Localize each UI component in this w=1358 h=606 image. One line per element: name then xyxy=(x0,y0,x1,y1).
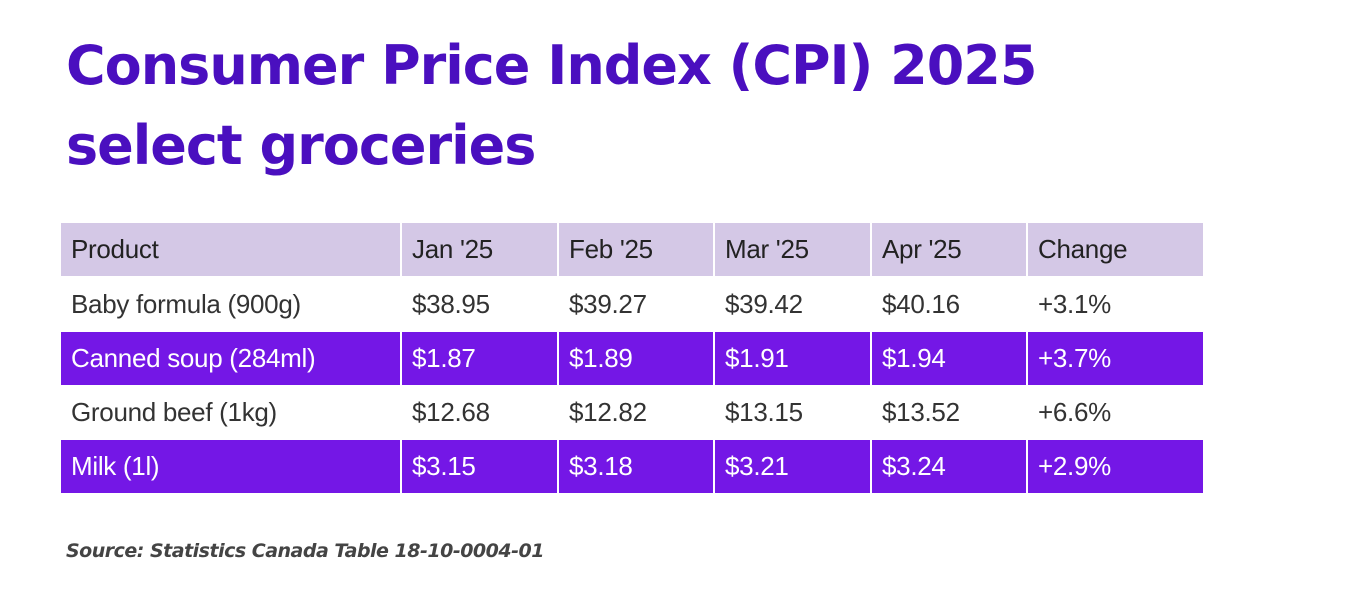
cell-feb: $1.89 xyxy=(557,331,713,386)
table-row-milk: Milk (1l) $3.15 $3.18 $3.21 $3.24 +2.9% xyxy=(61,439,1203,494)
cell-jan: $38.95 xyxy=(400,278,557,331)
table-body: Baby formula (900g) $38.95 $39.27 $39.42… xyxy=(61,278,1203,494)
cell-jan: $12.68 xyxy=(400,386,557,439)
cpi-table: Product Jan '25 Feb '25 Mar '25 Apr '25 … xyxy=(61,223,1203,494)
cell-product: Canned soup (284ml) xyxy=(61,331,400,386)
cell-product: Baby formula (900g) xyxy=(61,278,400,331)
chart-title: Consumer Price Index (CPI) 2025 select g… xyxy=(66,26,1166,186)
chart-title-line-1: Consumer Price Index (CPI) 2025 xyxy=(66,34,1037,97)
cell-apr: $3.24 xyxy=(870,439,1026,494)
cell-product: Ground beef (1kg) xyxy=(61,386,400,439)
cell-jan: $1.87 xyxy=(400,331,557,386)
cell-mar: $1.91 xyxy=(713,331,870,386)
header-cell-change: Change xyxy=(1026,223,1203,278)
cell-mar: $3.21 xyxy=(713,439,870,494)
cell-change: +2.9% xyxy=(1026,439,1203,494)
header-cell-feb: Feb '25 xyxy=(557,223,713,278)
cell-mar: $39.42 xyxy=(713,278,870,331)
cell-change: +6.6% xyxy=(1026,386,1203,439)
table-row-canned-soup: Canned soup (284ml) $1.87 $1.89 $1.91 $1… xyxy=(61,331,1203,386)
cell-feb: $12.82 xyxy=(557,386,713,439)
source-note: Source: Statistics Canada Table 18-10-00… xyxy=(66,540,544,562)
table-row-baby-formula: Baby formula (900g) $38.95 $39.27 $39.42… xyxy=(61,278,1203,331)
cell-apr: $1.94 xyxy=(870,331,1026,386)
cell-apr: $13.52 xyxy=(870,386,1026,439)
cell-mar: $13.15 xyxy=(713,386,870,439)
header-row: Product Jan '25 Feb '25 Mar '25 Apr '25 … xyxy=(61,223,1203,278)
header-cell-mar: Mar '25 xyxy=(713,223,870,278)
cell-jan: $3.15 xyxy=(400,439,557,494)
cell-change: +3.7% xyxy=(1026,331,1203,386)
cell-apr: $40.16 xyxy=(870,278,1026,331)
table-header: Product Jan '25 Feb '25 Mar '25 Apr '25 … xyxy=(61,223,1203,278)
cell-change: +3.1% xyxy=(1026,278,1203,331)
cell-feb: $3.18 xyxy=(557,439,713,494)
cell-product: Milk (1l) xyxy=(61,439,400,494)
header-cell-apr: Apr '25 xyxy=(870,223,1026,278)
header-cell-jan: Jan '25 xyxy=(400,223,557,278)
cell-feb: $39.27 xyxy=(557,278,713,331)
header-cell-product: Product xyxy=(61,223,400,278)
table-row-ground-beef: Ground beef (1kg) $12.68 $12.82 $13.15 $… xyxy=(61,386,1203,439)
chart-title-line-2: select groceries xyxy=(66,114,536,177)
